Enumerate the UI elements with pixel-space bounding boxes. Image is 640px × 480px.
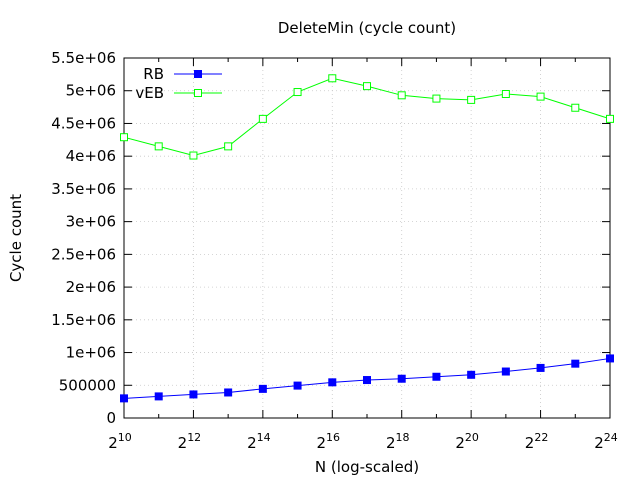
x-tick-label: 210 xyxy=(108,431,132,452)
series-veb xyxy=(120,74,614,160)
data-point xyxy=(397,91,406,100)
data-point xyxy=(467,95,476,104)
y-axis: 0 500000 1e+06 1.5e+06 2e+06 2.5e+06 3e+06 3.5e… xyxy=(51,49,610,427)
data-point xyxy=(224,388,233,397)
data-point xyxy=(328,74,337,83)
data-point xyxy=(432,94,441,103)
data-point xyxy=(606,354,614,363)
data-point xyxy=(154,392,163,401)
data-point xyxy=(189,390,198,399)
chart-title: DeleteMin (cycle count) xyxy=(278,19,456,37)
x-tick-label: 216 xyxy=(317,431,341,452)
data-point xyxy=(467,370,476,379)
data-point xyxy=(120,394,128,403)
data-point xyxy=(363,376,371,385)
legend-item-veb: vEB xyxy=(135,84,222,102)
data-point xyxy=(501,90,510,98)
x-axis-label: N (log-scaled) xyxy=(315,458,419,476)
y-tick-label: 3e+06 xyxy=(66,213,116,231)
data-point xyxy=(606,114,614,123)
y-tick-label: 500000 xyxy=(59,376,116,394)
y-tick-label: 0 xyxy=(106,409,116,427)
data-point xyxy=(293,88,302,97)
x-tick-label: 224 xyxy=(594,431,618,452)
data-point xyxy=(293,381,302,390)
data-point xyxy=(189,151,198,160)
data-point xyxy=(258,384,267,393)
grid-lines xyxy=(124,58,610,418)
data-point xyxy=(571,103,580,112)
data-point xyxy=(397,374,406,383)
x-tick-label: 212 xyxy=(178,431,202,452)
data-point xyxy=(571,359,580,368)
data-point xyxy=(536,363,545,372)
data-point xyxy=(224,142,233,151)
data-point xyxy=(536,92,545,101)
y-tick-label: 3.5e+06 xyxy=(51,180,116,198)
y-tick-label: 1.5e+06 xyxy=(51,311,116,329)
data-point xyxy=(501,367,510,376)
x-axis: 210 212 214 216 218 220 222 224 xyxy=(108,58,618,452)
series-rb xyxy=(120,354,614,403)
y-tick-label: 5.5e+06 xyxy=(51,49,116,67)
x-tick-label: 222 xyxy=(525,431,549,452)
y-tick-label: 5e+06 xyxy=(66,82,116,100)
data-point xyxy=(120,133,128,142)
legend-item-rb: RB xyxy=(143,65,222,83)
x-tick-label: 218 xyxy=(386,431,410,452)
y-axis-label: Cycle count xyxy=(7,194,25,282)
y-tick-label: 4e+06 xyxy=(66,147,116,165)
y-tick-label: 4.5e+06 xyxy=(51,114,116,132)
y-tick-label: 2.5e+06 xyxy=(51,245,116,263)
legend-label: RB xyxy=(143,65,164,83)
series-layer xyxy=(120,74,614,403)
legend-marker xyxy=(194,70,202,78)
y-tick-label: 2e+06 xyxy=(66,278,116,296)
legend-label: vEB xyxy=(135,84,164,102)
x-tick-label: 214 xyxy=(247,431,271,452)
x-tick-label: 220 xyxy=(455,431,479,452)
y-tick-label: 1e+06 xyxy=(66,344,116,362)
legend-marker xyxy=(194,89,202,97)
data-point xyxy=(363,82,371,91)
data-point xyxy=(258,114,267,123)
data-point xyxy=(154,142,163,151)
data-point xyxy=(432,372,441,381)
data-point xyxy=(328,378,337,387)
